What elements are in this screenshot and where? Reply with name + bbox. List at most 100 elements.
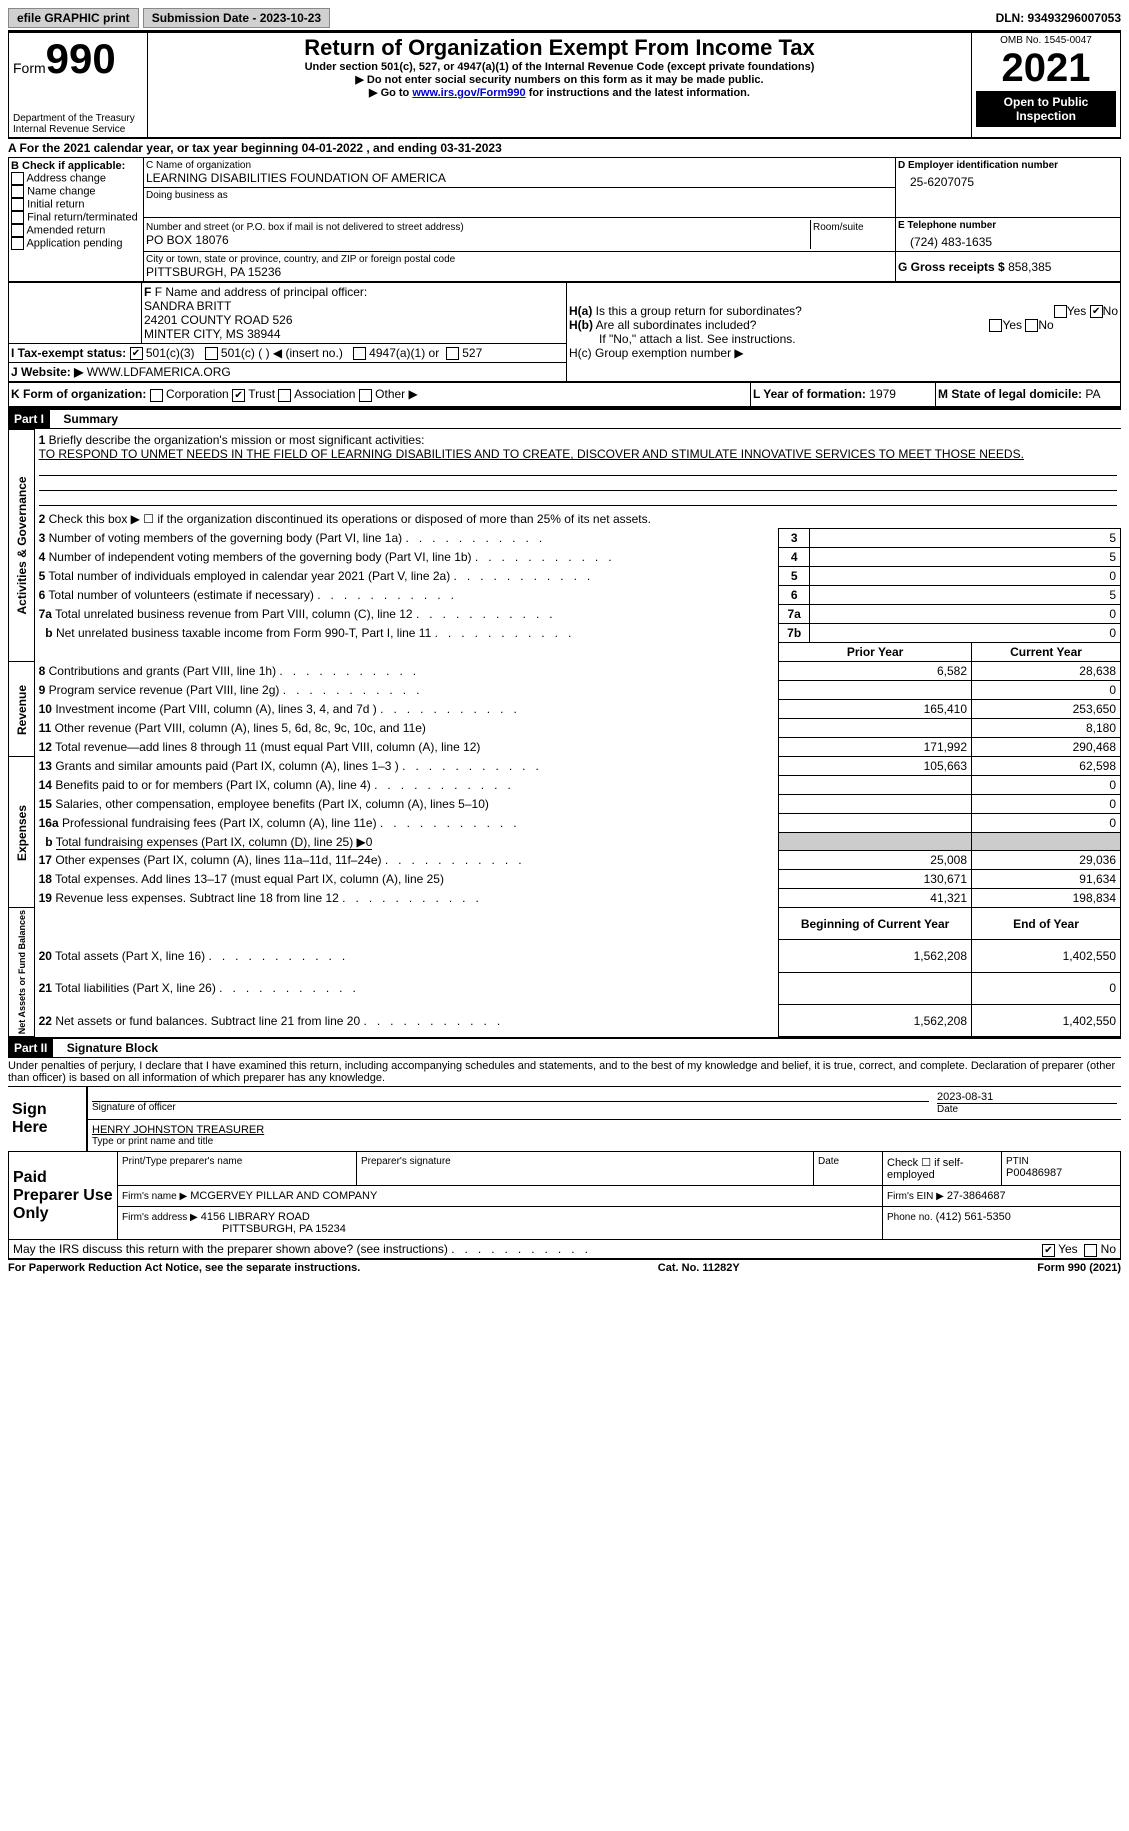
line1-label: Briefly describe the organization's miss… [49,433,425,447]
addr-value: PO BOX 18076 [146,233,808,247]
officer-name: SANDRA BRITT [144,299,564,313]
col-end: End of Year [972,908,1121,940]
sign-here-label: Sign Here [8,1087,87,1151]
col-prior-year: Prior Year [779,643,972,662]
klm-block: K Form of organization: Corporation Trus… [8,382,1121,407]
ha-no-checked [1090,305,1103,318]
tax-year: 2021 [976,46,1116,91]
check-initial-return[interactable]: Initial return [11,198,141,211]
section-j-label: J Website: ▶ [11,365,83,379]
form-990: 990 [46,35,116,82]
part2-header-row: Part II Signature Block [8,1037,1121,1058]
check-address-change[interactable]: Address change [11,172,141,185]
mission-text: TO RESPOND TO UNMET NEEDS IN THE FIELD O… [39,447,1024,461]
phone-value: (724) 483-1635 [898,231,1118,249]
open-to-public: Open to Public Inspection [976,91,1116,127]
org-name: LEARNING DISABILITIES FOUNDATION OF AMER… [146,171,893,185]
city-value: PITTSBURGH, PA 15236 [146,265,893,279]
section-b-label: B Check if applicable: [11,160,141,172]
check-name-change[interactable]: Name change [11,185,141,198]
prep-phone-label: Phone no. [887,1212,933,1223]
instr-goto: ▶ Go to www.irs.gov/Form990 for instruct… [152,86,967,99]
instr-pre: ▶ Go to [369,87,412,99]
irs-link[interactable]: www.irs.gov/Form990 [412,87,525,99]
officer-addr2: MINTER CITY, MS 38944 [144,327,564,341]
submission-date-button[interactable]: Submission Date - 2023-10-23 [143,8,330,28]
ptin-label: PTIN [1006,1156,1116,1167]
part2-title: Signature Block [57,1041,158,1055]
part1-title: Summary [53,412,118,426]
ptin-value: P00486987 [1006,1167,1116,1179]
section-f-label: F F Name and address of principal office… [144,285,564,299]
firm-addr1: 4156 LIBRARY ROAD [201,1211,310,1223]
section-i-label: I Tax-exempt status: [11,346,126,360]
check-501c3 [130,347,143,360]
instr-ssn: ▶ Do not enter social security numbers o… [152,73,967,86]
ein-value: 25-6207075 [898,171,1118,189]
prep-phone: (412) 561-5350 [936,1211,1011,1223]
form-subtitle: Under section 501(c), 527, or 4947(a)(1)… [152,61,967,73]
vert-activities: Activities & Governance [9,429,35,662]
line-a: A For the 2021 calendar year, or tax yea… [8,139,1121,157]
check-app-pending[interactable]: Application pending [11,237,141,250]
top-bar: efile GRAPHIC print Submission Date - 20… [8,8,1121,32]
officer-addr1: 24201 COUNTY ROAD 526 [144,313,564,327]
section-m-label: M State of legal domicile: [938,387,1082,401]
form-number: Form990 [13,35,143,83]
officer-typed-name: HENRY JOHNSTON TREASURER [92,1124,1117,1136]
firm-ein-label: Firm's EIN ▶ [887,1191,944,1202]
grey-cell-curr [972,833,1121,851]
firm-ein: 27-3864687 [947,1190,1006,1202]
may-irs-yes [1042,1244,1055,1257]
hb-note: If "No," attach a list. See instructions… [569,332,1118,346]
vert-revenue: Revenue [9,662,35,757]
penalty-text: Under penalties of perjury, I declare th… [8,1058,1121,1087]
addr-label: Number and street (or P.O. box if mail i… [146,222,808,233]
omb-number: OMB No. 1545-0047 [976,35,1116,46]
section-k-label: K Form of organization: [11,387,146,401]
check-amended[interactable]: Amended return [11,224,141,237]
paid-preparer-block: Paid Preparer Use Only Print/Type prepar… [8,1151,1121,1240]
city-label: City or town, state or province, country… [146,254,893,265]
signature-block: Sign Here Signature of officer 2023-08-3… [8,1087,1121,1151]
form-label: Form [13,60,46,76]
paid-preparer-label: Paid Preparer Use Only [9,1152,118,1240]
check-trust [232,389,245,402]
sig-date: 2023-08-31 [937,1091,1117,1103]
summary-row-3: 3 Number of voting members of the govern… [9,529,1121,548]
gross-value: 858,385 [1008,260,1051,274]
prep-date-label: Date [818,1156,878,1167]
cat-no: Cat. No. 11282Y [658,1262,740,1274]
date-label: Date [937,1103,1117,1115]
vert-net-assets: Net Assets or Fund Balances [9,908,35,1037]
section-l-label: L Year of formation: [753,387,866,401]
irs-label: Internal Revenue Service [13,124,143,135]
sig-officer-label: Signature of officer [92,1101,929,1113]
firm-addr2: PITTSBURGH, PA 15234 [122,1223,346,1235]
form-header: Form990 Department of the Treasury Inter… [8,32,1121,139]
firm-addr-label: Firm's address ▶ [122,1212,198,1223]
prep-sig-label: Preparer's signature [361,1156,809,1167]
dept-treasury: Department of the Treasury [13,113,143,124]
hc-label: H(c) Group exemption number ▶ [569,346,1118,360]
summary-table: Activities & Governance 1 Briefly descri… [8,429,1121,1038]
dba-label: Doing business as [146,190,893,201]
ha-label: H(a) Is this a group return for subordin… [569,304,1118,318]
may-irs-discuss: May the IRS discuss this return with the… [8,1240,1121,1259]
vert-expenses: Expenses [9,757,35,908]
prep-name-label: Print/Type preparer's name [122,1156,352,1167]
firm-name-label: Firm's name ▶ [122,1191,187,1202]
part1-badge: Part I [8,410,50,428]
phone-label: E Telephone number [898,220,1118,231]
year-formation: 1979 [869,387,896,401]
page-footer: For Paperwork Reduction Act Notice, see … [8,1259,1121,1274]
type-name-label: Type or print name and title [92,1136,1117,1147]
part1-header-row: Part I Summary [8,408,1121,429]
efile-print-button[interactable]: efile GRAPHIC print [8,8,139,28]
dln-label: DLN: 93493296007053 [996,11,1121,25]
hb-label: H(b) Are all subordinates included? Yes … [569,318,1118,332]
check-self-employed: Check ☐ if self-employed [883,1152,1002,1186]
col-current-year: Current Year [972,643,1121,662]
firm-name: MCGERVEY PILLAR AND COMPANY [190,1190,377,1202]
check-final-return[interactable]: Final return/terminated [11,211,141,224]
